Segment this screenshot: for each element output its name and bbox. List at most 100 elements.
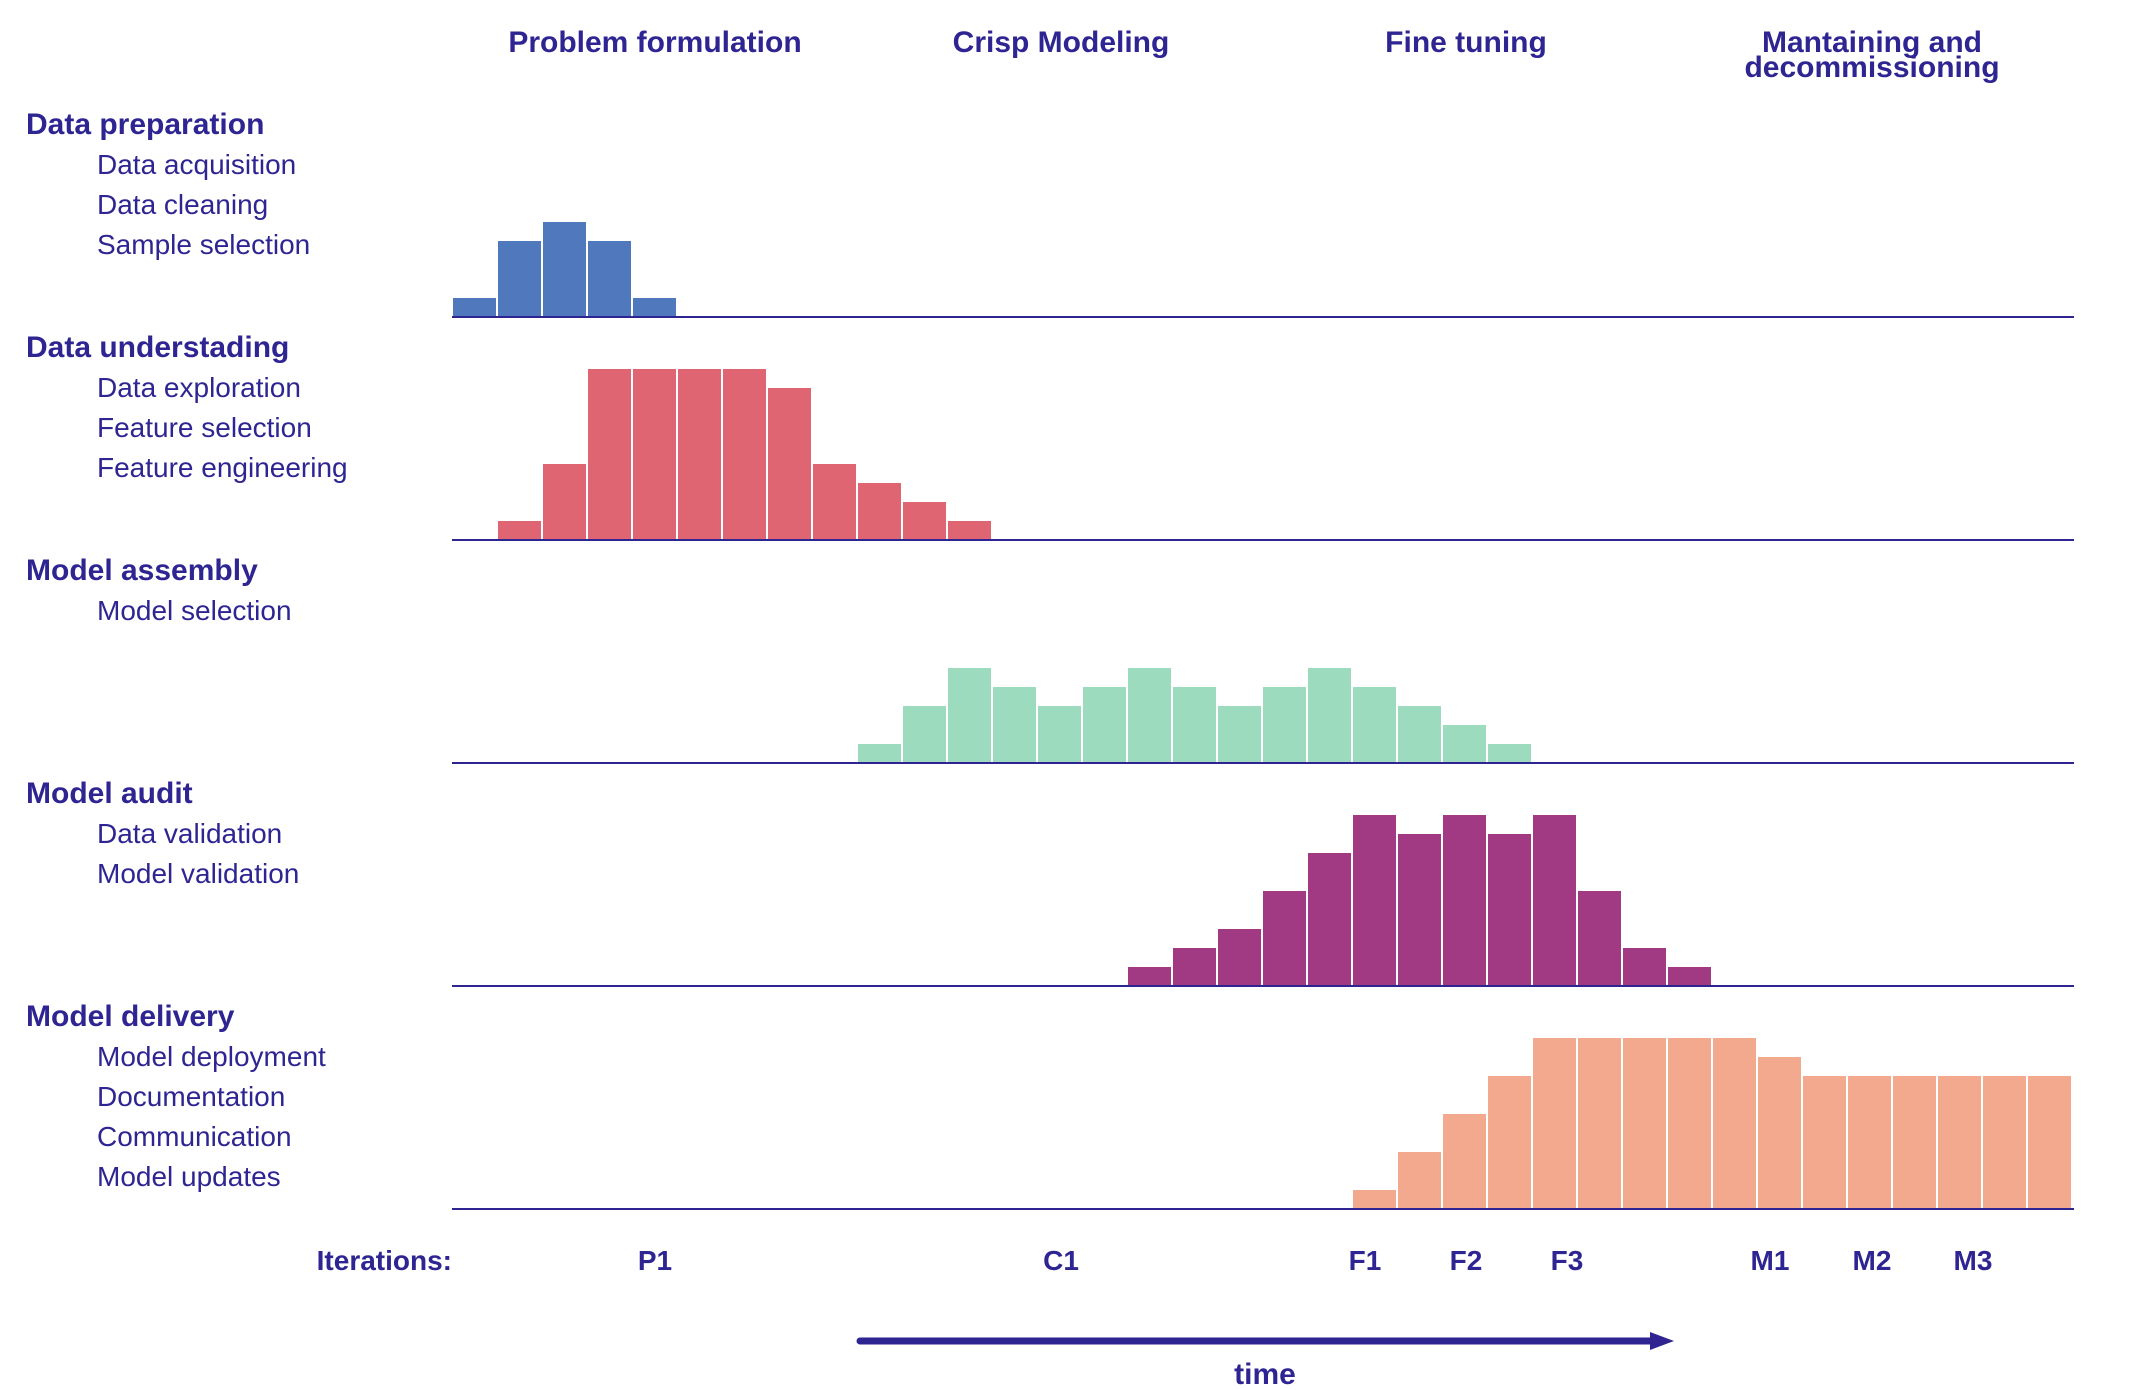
bar-model-assembly-13	[1038, 706, 1081, 763]
stage-data-preparation: Data preparation Data acquisition Data cle…	[26, 108, 2074, 318]
bar-model-audit-21	[1398, 834, 1441, 986]
phase-label-3: Fine tuning	[1385, 26, 1547, 59]
time-arrow-head-icon	[1650, 1332, 1674, 1350]
bar-data-understading-2	[543, 464, 586, 540]
bar-model-delivery-32	[1893, 1076, 1936, 1209]
bar-model-audit-24	[1533, 815, 1576, 986]
iteration-m3: M3	[1954, 1245, 1993, 1276]
bar-model-assembly-16	[1173, 687, 1216, 763]
bar-model-delivery-33	[1938, 1076, 1981, 1209]
stage-item-model-validation: Model validation	[97, 858, 299, 889]
bar-model-audit-23	[1488, 834, 1531, 986]
iteration-f1: F1	[1349, 1245, 1382, 1276]
stage-item-data-validation: Data validation	[97, 818, 282, 849]
stage-item-model-deployment: Model deployment	[97, 1041, 326, 1072]
stage-title: Data preparation	[26, 108, 264, 141]
iterations-label: Iterations:	[317, 1245, 452, 1276]
stage-model-delivery: Model delivery Model deployment Documentat…	[26, 1000, 2074, 1210]
bar-model-delivery-26	[1623, 1038, 1666, 1209]
bar-model-assembly-15	[1128, 668, 1171, 763]
iteration-f3: F3	[1551, 1245, 1584, 1276]
bar-data-understading-11	[948, 521, 991, 540]
bar-model-audit-20	[1353, 815, 1396, 986]
bar-data-preparation-0	[453, 298, 496, 317]
bar-data-understading-7	[768, 388, 811, 540]
iterations-row: Iterations: P1 C1 F1 F2 F3 M1 M2 M3	[317, 1245, 1993, 1276]
iteration-p1: P1	[638, 1245, 672, 1276]
bar-model-assembly-11	[948, 668, 991, 763]
bar-model-audit-15	[1128, 967, 1171, 986]
bar-model-delivery-30	[1803, 1076, 1846, 1209]
stage-item-data-acquisition: Data acquisition	[97, 149, 296, 180]
iteration-f2: F2	[1450, 1245, 1483, 1276]
bar-model-delivery-25	[1578, 1038, 1621, 1209]
bar-model-assembly-23	[1488, 744, 1531, 763]
bar-model-assembly-10	[903, 706, 946, 763]
bar-model-audit-26	[1623, 948, 1666, 986]
bar-model-assembly-22	[1443, 725, 1486, 763]
bar-model-delivery-35	[2028, 1076, 2071, 1209]
bar-model-audit-18	[1263, 891, 1306, 986]
bar-model-assembly-20	[1353, 687, 1396, 763]
iteration-m2: M2	[1853, 1245, 1892, 1276]
stage-item-model-selection: Model selection	[97, 595, 292, 626]
bar-model-audit-16	[1173, 948, 1216, 986]
bar-model-assembly-21	[1398, 706, 1441, 763]
phase-label-1: Problem formulation	[508, 26, 801, 59]
bar-model-assembly-14	[1083, 687, 1126, 763]
stage-item-sample-selection: Sample selection	[97, 229, 310, 260]
bar-data-understading-1	[498, 521, 541, 540]
stage-rows: Data preparation Data acquisition Data cle…	[26, 108, 2074, 1210]
phase-labels: Problem formulation Crisp Modeling Fine tu…	[508, 26, 1999, 84]
time-label: time	[1234, 1358, 1296, 1390]
stage-title: Data understading	[26, 331, 289, 364]
bar-model-delivery-22	[1443, 1114, 1486, 1209]
bar-data-understading-6	[723, 369, 766, 540]
stage-item-data-exploration: Data exploration	[97, 372, 301, 403]
bar-model-assembly-18	[1263, 687, 1306, 763]
bar-model-delivery-23	[1488, 1076, 1531, 1209]
stage-title: Model audit	[26, 777, 193, 810]
bar-data-understading-5	[678, 369, 721, 540]
bar-data-understading-3	[588, 369, 631, 540]
phase-label-4: Mantaining and decommissioning	[1744, 26, 1999, 84]
bar-data-preparation-1	[498, 241, 541, 317]
bar-model-assembly-12	[993, 687, 1036, 763]
bar-data-understading-9	[858, 483, 901, 540]
stage-title: Model assembly	[26, 554, 258, 587]
stage-item-feature-selection: Feature selection	[97, 412, 312, 443]
bar-model-delivery-24	[1533, 1038, 1576, 1209]
bar-data-understading-10	[903, 502, 946, 540]
bar-model-audit-19	[1308, 853, 1351, 986]
bar-model-audit-22	[1443, 815, 1486, 986]
stage-data-understading: Data understading Data exploration Feature…	[26, 331, 2074, 541]
stage-item-communication: Communication	[97, 1121, 292, 1152]
iteration-c1: C1	[1043, 1245, 1079, 1276]
stage-model-assembly: Model assembly Model selection	[26, 554, 2074, 764]
time-axis: time	[856, 1332, 1674, 1390]
stage-model-audit: Model audit Data validation Model validati…	[26, 777, 2074, 987]
bar-model-delivery-20	[1353, 1190, 1396, 1209]
bar-data-understading-8	[813, 464, 856, 540]
bar-data-preparation-4	[633, 298, 676, 317]
bar-model-assembly-9	[858, 744, 901, 763]
phase-label-2: Crisp Modeling	[953, 26, 1170, 59]
bar-data-understading-4	[633, 369, 676, 540]
stage-item-documentation: Documentation	[97, 1081, 285, 1112]
bar-model-delivery-21	[1398, 1152, 1441, 1209]
bar-model-delivery-29	[1758, 1057, 1801, 1209]
bar-model-audit-17	[1218, 929, 1261, 986]
stage-item-data-cleaning: Data cleaning	[97, 189, 268, 220]
stage-title: Model delivery	[26, 1000, 235, 1033]
stage-item-feature-engineering: Feature engineering	[97, 452, 348, 483]
bar-model-audit-25	[1578, 891, 1621, 986]
bar-model-delivery-31	[1848, 1076, 1891, 1209]
iteration-m1: M1	[1751, 1245, 1790, 1276]
bar-model-delivery-28	[1713, 1038, 1756, 1209]
bar-model-delivery-34	[1983, 1076, 2026, 1209]
bar-model-delivery-27	[1668, 1038, 1711, 1209]
bar-model-assembly-17	[1218, 706, 1261, 763]
bar-model-assembly-19	[1308, 668, 1351, 763]
stage-item-model-updates: Model updates	[97, 1161, 281, 1192]
